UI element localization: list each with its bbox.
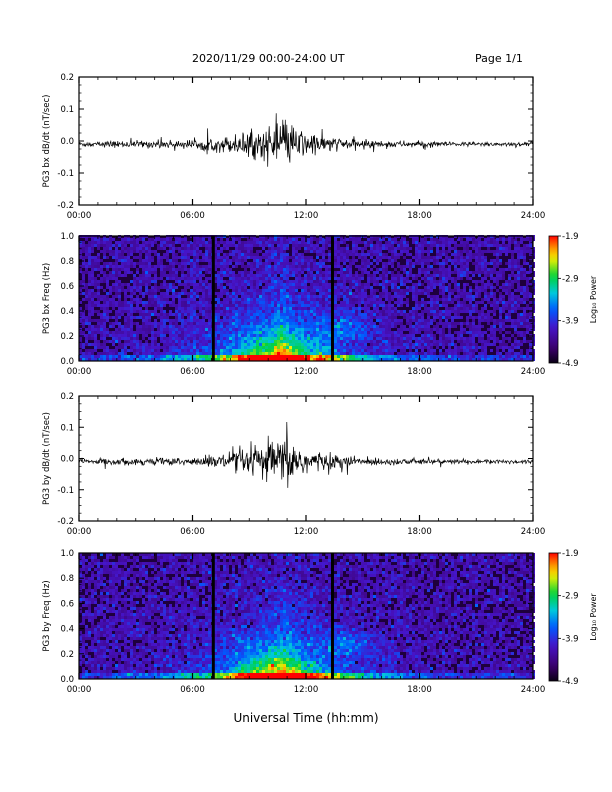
y-tick-label: 0.0 bbox=[60, 357, 74, 367]
page-number: Page 1/1 bbox=[475, 52, 523, 65]
x-tick-label: 18:00 bbox=[407, 367, 432, 377]
colorbar bbox=[548, 552, 559, 682]
y-tick-label: 0.2 bbox=[60, 73, 74, 83]
y-tick-label: 0.4 bbox=[60, 625, 74, 635]
y-tick-label: -0.1 bbox=[57, 169, 74, 179]
x-tick-label: 24:00 bbox=[521, 527, 546, 537]
y-tick-label: 0.0 bbox=[60, 455, 74, 465]
y-tick-label: 0.1 bbox=[60, 423, 74, 433]
series-line bbox=[78, 113, 534, 167]
x-tick-label: 18:00 bbox=[407, 211, 432, 221]
x-tick-label: 00:00 bbox=[67, 367, 92, 377]
colorbar-tick-label: -2.9 bbox=[562, 274, 579, 284]
y-axis-label: PG3 bx Freq (Hz) bbox=[42, 263, 52, 334]
y-tick-label: 0.0 bbox=[60, 137, 74, 147]
colorbar-tick-label: -4.9 bbox=[562, 677, 579, 687]
colorbar-tick-label: -2.9 bbox=[562, 592, 579, 602]
x-tick-label: 18:00 bbox=[407, 685, 432, 695]
y-tick-label: 0.2 bbox=[60, 392, 74, 402]
chart-panel-1: 00:00 06:00 12:00 18:00 24:00 0.2 0.1 0.0 -0.1 -0… bbox=[42, 73, 545, 221]
data-gap bbox=[211, 236, 215, 361]
x-tick-label: 18:00 bbox=[407, 527, 432, 537]
colorbar-label: Log₁₀ Power bbox=[589, 593, 598, 641]
data-gap bbox=[211, 553, 215, 679]
x-tick-label: 24:00 bbox=[521, 211, 546, 221]
x-tick-label: 06:00 bbox=[180, 211, 205, 221]
x-tick-label: 06:00 bbox=[180, 527, 205, 537]
x-tick-label: 24:00 bbox=[521, 367, 546, 377]
y-tick-label: -0.2 bbox=[57, 517, 74, 527]
data-gap bbox=[330, 236, 334, 361]
chart-panel-4: -1.9 -2.9 -3.9 -4.9 Log₁₀ Power 00:00 06:00 12:… bbox=[42, 549, 598, 695]
x-tick-label: 24:00 bbox=[521, 685, 546, 695]
x-tick-label: 00:00 bbox=[67, 211, 92, 221]
y-axis-label: PG3 by Freq (Hz) bbox=[42, 580, 52, 651]
x-tick-label: 12:00 bbox=[294, 685, 319, 695]
series-line bbox=[78, 421, 534, 488]
colorbar-tick-label: -4.9 bbox=[562, 359, 579, 369]
y-tick-label: 0.4 bbox=[60, 307, 74, 317]
y-tick-label: 1.0 bbox=[60, 232, 74, 242]
heatmap-cells bbox=[79, 553, 535, 679]
y-tick-label: 1.0 bbox=[60, 549, 74, 559]
y-tick-label: 0.8 bbox=[60, 574, 74, 584]
heatmap-cells bbox=[79, 235, 535, 361]
colorbar-tick-label: -3.9 bbox=[562, 634, 579, 644]
y-tick-label: -0.2 bbox=[57, 201, 74, 211]
y-tick-label: 0.6 bbox=[60, 282, 74, 292]
y-tick-label: 0.8 bbox=[60, 257, 74, 267]
colorbar-tick-label: -1.9 bbox=[562, 549, 579, 559]
x-tick-label: 06:00 bbox=[180, 685, 205, 695]
x-tick-label: 00:00 bbox=[67, 685, 92, 695]
chart-panel-3: 00:00 06:00 12:00 18:00 24:00 0.2 0.1 0.0 -0.1 -0… bbox=[42, 392, 545, 537]
date-range-title: 2020/11/29 00:00-24:00 UT bbox=[192, 52, 345, 65]
data-gap bbox=[330, 553, 334, 679]
y-tick-label: 0.1 bbox=[60, 105, 74, 115]
x-tick-label: 00:00 bbox=[67, 527, 92, 537]
y-tick-label: 0.6 bbox=[60, 599, 74, 609]
y-tick-label: 0.2 bbox=[60, 650, 74, 660]
colorbar bbox=[548, 235, 559, 364]
y-axis-label: PG3 bx dB/dt (nT/sec) bbox=[42, 95, 52, 188]
colorbar-tick-label: -3.9 bbox=[562, 317, 579, 327]
chart-panel-2: -1.9 -2.9 -3.9 -4.9 Log₁₀ Power 00:00 06:00 12:… bbox=[42, 232, 598, 377]
x-axis-label: Universal Time (hh:mm) bbox=[233, 711, 379, 725]
x-tick-label: 12:00 bbox=[294, 367, 319, 377]
x-tick-label: 12:00 bbox=[294, 527, 319, 537]
panel-frame bbox=[78, 76, 534, 206]
colorbar-tick-label: -1.9 bbox=[562, 232, 579, 242]
x-tick-label: 12:00 bbox=[294, 211, 319, 221]
x-tick-label: 06:00 bbox=[180, 367, 205, 377]
colorbar-label: Log₁₀ Power bbox=[589, 275, 598, 323]
y-axis-label: PG3 by dB/dt (nT/sec) bbox=[42, 412, 52, 505]
y-tick-label: -0.1 bbox=[57, 486, 74, 496]
y-tick-label: 0.0 bbox=[60, 675, 74, 685]
y-tick-label: 0.2 bbox=[60, 332, 74, 342]
